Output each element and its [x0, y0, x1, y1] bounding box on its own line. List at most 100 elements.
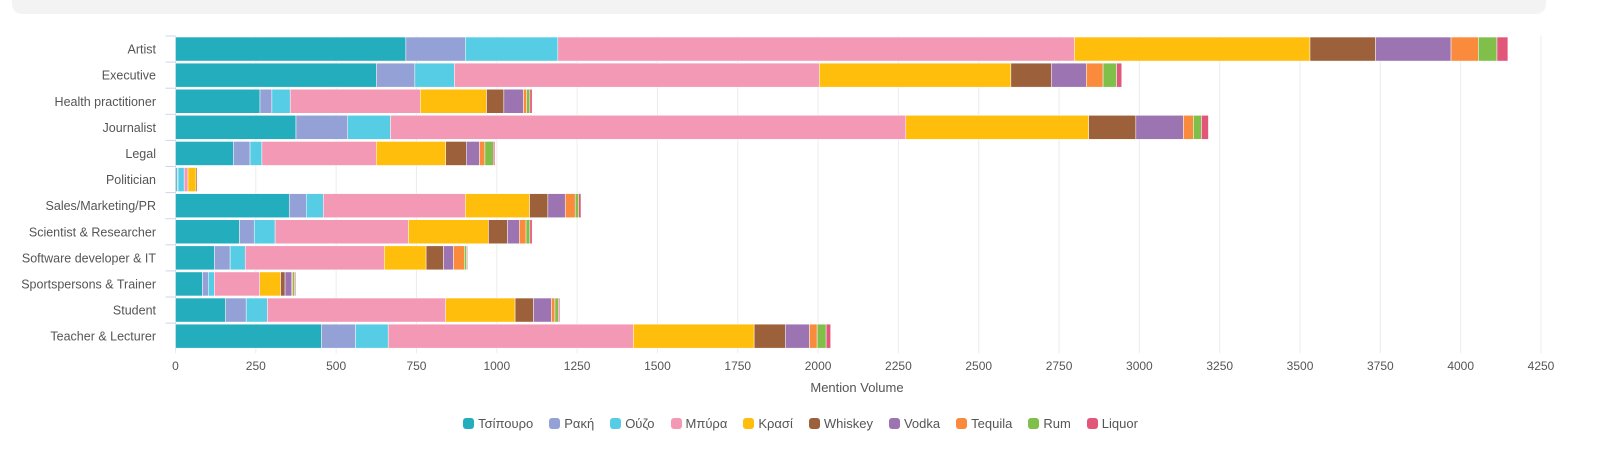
- bar-segment[interactable]: [1135, 115, 1184, 140]
- bar-segment[interactable]: [323, 193, 466, 218]
- bar-segment[interactable]: [551, 297, 556, 323]
- bar-segment[interactable]: [175, 323, 322, 349]
- bar-segment[interactable]: [175, 141, 234, 166]
- bar-segment[interactable]: [175, 62, 377, 88]
- bar-segment[interactable]: [390, 115, 907, 140]
- bar-segment[interactable]: [294, 271, 296, 297]
- bar-segment[interactable]: [558, 297, 561, 323]
- bar-segment[interactable]: [1116, 62, 1122, 88]
- bar-segment[interactable]: [1496, 36, 1509, 62]
- bar-segment[interactable]: [1450, 36, 1479, 62]
- bar-segment[interactable]: [288, 193, 307, 218]
- bar-segment[interactable]: [519, 219, 527, 244]
- bar-segment[interactable]: [564, 193, 576, 218]
- bar-segment[interactable]: [1088, 115, 1137, 140]
- bar-segment[interactable]: [425, 245, 444, 271]
- bar-segment[interactable]: [445, 297, 516, 323]
- legend-item[interactable]: Μπύρα: [670, 416, 727, 431]
- bar-segment[interactable]: [1193, 115, 1202, 140]
- bar-segment[interactable]: [175, 245, 215, 271]
- bar-segment[interactable]: [376, 62, 416, 88]
- bar-segment[interactable]: [825, 323, 831, 349]
- bar-segment[interactable]: [819, 62, 1012, 88]
- bar-segment[interactable]: [244, 245, 385, 271]
- bar-segment[interactable]: [529, 193, 549, 218]
- bar-segment[interactable]: [175, 193, 290, 218]
- bar-segment[interactable]: [453, 245, 465, 271]
- bar-segment[interactable]: [233, 141, 251, 166]
- bar-segment[interactable]: [464, 245, 467, 271]
- bar-segment[interactable]: [284, 271, 293, 297]
- legend-item[interactable]: Rum: [1028, 416, 1071, 431]
- bar-segment[interactable]: [578, 193, 582, 218]
- bar-segment[interactable]: [253, 219, 276, 244]
- bar-segment[interactable]: [574, 193, 579, 218]
- bar-segment[interactable]: [1375, 36, 1452, 62]
- bar-segment[interactable]: [376, 141, 446, 166]
- bar-segment[interactable]: [271, 89, 291, 114]
- legend-item[interactable]: Ρακή: [549, 416, 594, 431]
- bar-segment[interactable]: [214, 245, 231, 271]
- bar-segment[interactable]: [259, 271, 281, 297]
- bar-segment[interactable]: [488, 219, 508, 244]
- bar-segment[interactable]: [177, 167, 185, 192]
- bar-segment[interactable]: [1074, 36, 1311, 62]
- bar-segment[interactable]: [175, 219, 240, 244]
- bar-segment[interactable]: [1086, 62, 1104, 88]
- bar-segment[interactable]: [443, 245, 454, 271]
- bar-segment[interactable]: [267, 297, 446, 323]
- legend-item[interactable]: Liquor: [1086, 416, 1138, 431]
- bar-segment[interactable]: [486, 89, 505, 114]
- bar-segment[interactable]: [420, 89, 487, 114]
- bar-segment[interactable]: [493, 141, 496, 166]
- bar-segment[interactable]: [175, 297, 226, 323]
- bar-segment[interactable]: [514, 297, 534, 323]
- bar-segment[interactable]: [1010, 62, 1052, 88]
- bar-segment[interactable]: [533, 297, 552, 323]
- bar-segment[interactable]: [183, 167, 189, 192]
- bar-segment[interactable]: [554, 297, 559, 323]
- bar-segment[interactable]: [197, 167, 199, 192]
- legend-item[interactable]: Τσίπουρο: [463, 416, 533, 431]
- bar-segment[interactable]: [1102, 62, 1117, 88]
- bar-segment[interactable]: [321, 323, 356, 349]
- bar-segment[interactable]: [466, 141, 480, 166]
- bar-segment[interactable]: [249, 141, 263, 166]
- bar-segment[interactable]: [295, 115, 348, 140]
- bar-segment[interactable]: [465, 36, 559, 62]
- bar-segment[interactable]: [239, 219, 255, 244]
- legend-item[interactable]: Κρασί: [743, 416, 793, 431]
- legend-item[interactable]: Whiskey: [808, 416, 873, 431]
- bar-segment[interactable]: [225, 297, 247, 323]
- bar-segment[interactable]: [347, 115, 391, 140]
- bar-segment[interactable]: [465, 193, 530, 218]
- bar-segment[interactable]: [1201, 115, 1209, 140]
- bar-segment[interactable]: [529, 219, 533, 244]
- bar-segment[interactable]: [1478, 36, 1498, 62]
- bar-segment[interactable]: [414, 62, 455, 88]
- bar-segment[interactable]: [245, 297, 268, 323]
- bar-segment[interactable]: [479, 141, 486, 166]
- bar-segment[interactable]: [175, 36, 407, 62]
- bar-segment[interactable]: [753, 323, 786, 349]
- bar-segment[interactable]: [816, 323, 827, 349]
- bar-segment[interactable]: [175, 115, 297, 140]
- bar-segment[interactable]: [1309, 36, 1376, 62]
- legend-item[interactable]: Vodka: [888, 416, 940, 431]
- bar-segment[interactable]: [306, 193, 324, 218]
- bar-segment[interactable]: [214, 271, 260, 297]
- bar-segment[interactable]: [1051, 62, 1087, 88]
- bar-segment[interactable]: [187, 167, 197, 192]
- bar-segment[interactable]: [259, 89, 273, 114]
- bar-segment[interactable]: [445, 141, 467, 166]
- bar-segment[interactable]: [229, 245, 246, 271]
- bar-segment[interactable]: [1183, 115, 1194, 140]
- bar-segment[interactable]: [484, 141, 494, 166]
- bar-segment[interactable]: [384, 245, 427, 271]
- bar-segment[interactable]: [523, 89, 527, 114]
- bar-segment[interactable]: [355, 323, 389, 349]
- legend-item[interactable]: Tequila: [956, 416, 1012, 431]
- bar-segment[interactable]: [454, 62, 820, 88]
- bar-segment[interactable]: [274, 219, 409, 244]
- bar-segment[interactable]: [405, 36, 466, 62]
